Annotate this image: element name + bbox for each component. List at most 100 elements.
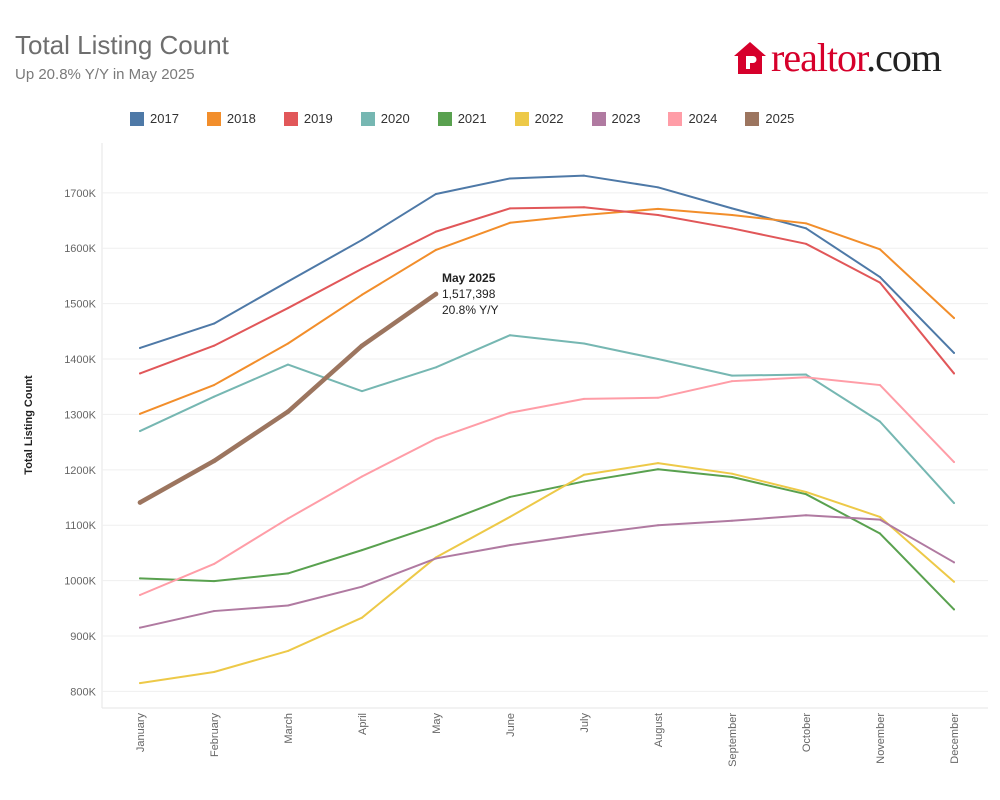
y-axis-title: Total Listing Count <box>23 375 35 475</box>
data-point-2024-april <box>361 475 363 478</box>
data-point-2023-august <box>657 524 659 527</box>
series-line-2024 <box>139 376 955 596</box>
legend-item-2020[interactable]: 2020 <box>360 111 410 126</box>
data-point-2021-november <box>879 532 881 535</box>
legend-swatch <box>514 111 529 126</box>
y-tick-label: 800K <box>70 686 96 698</box>
data-point-2021-march <box>287 572 289 575</box>
data-point-2023-july <box>583 533 585 536</box>
data-point-2021-august <box>657 468 659 471</box>
y-tick-label: 1600K <box>64 243 96 255</box>
legend-item-2025[interactable]: 2025 <box>745 111 794 126</box>
data-point-2019-march <box>287 307 289 310</box>
data-point-2022-february <box>213 670 215 673</box>
chart-legend: 2017 2018 2019 2020 2021 2022 2023 2024 2025 <box>130 111 822 126</box>
data-point-2024-february <box>213 562 215 565</box>
y-tick-label: 1500K <box>64 299 96 311</box>
data-point-2024-january <box>139 594 141 596</box>
data-point-2020-june <box>509 334 511 337</box>
data-point-2021-june <box>509 495 511 498</box>
series-line-2018 <box>139 207 955 415</box>
legend-item-2024[interactable]: 2024 <box>668 111 717 126</box>
data-point-2024-august <box>657 396 659 399</box>
legend-swatch <box>668 111 683 126</box>
data-point-2023-may <box>435 557 437 560</box>
legend-swatch <box>437 111 452 126</box>
legend-label: 2025 <box>765 111 795 126</box>
data-point-2017-may <box>435 192 437 195</box>
legend-label: 2017 <box>150 111 179 126</box>
data-point-2022-july <box>583 473 585 476</box>
data-point-2020-october <box>805 373 807 376</box>
data-point-2017-july <box>583 174 585 177</box>
data-point-2022-september <box>731 472 733 475</box>
y-tick-label: 900K <box>70 631 96 643</box>
data-point-2018-september <box>731 214 733 217</box>
data-point-2020-february <box>213 395 215 398</box>
legend-item-2022[interactable]: 2022 <box>514 111 564 126</box>
data-point-2017-january <box>139 346 141 349</box>
data-point-2019-november <box>879 281 881 284</box>
realtor-logo[interactable]: realtor.com <box>733 38 942 78</box>
legend-label: 2021 <box>457 111 487 126</box>
legend-item-2023[interactable]: 2023 <box>591 111 640 126</box>
series-line-2025 <box>137 291 439 505</box>
data-point-2020-july <box>583 342 585 345</box>
series-line-2019 <box>139 206 955 375</box>
data-point-2025-may <box>433 291 439 297</box>
x-tick-label: May <box>431 713 443 734</box>
y-tick-label: 1100K <box>65 520 97 532</box>
data-point-2023-march <box>287 604 289 607</box>
data-point-2018-august <box>657 207 659 210</box>
data-point-2021-july <box>583 480 585 483</box>
data-point-2022-march <box>287 649 289 652</box>
legend-item-2018[interactable]: 2018 <box>206 111 256 126</box>
annotation-value: 1,517,398 <box>442 287 496 301</box>
data-point-2021-january <box>139 577 141 580</box>
legend-swatch <box>360 111 375 126</box>
x-tick-label: November <box>875 713 887 764</box>
data-point-2020-january <box>139 430 141 433</box>
legend-swatch <box>591 111 606 126</box>
data-point-2020-april <box>361 390 363 393</box>
data-point-2017-september <box>731 207 733 210</box>
data-point-2023-october <box>805 514 807 517</box>
data-point-2019-june <box>509 207 511 210</box>
data-point-2022-january <box>139 682 141 685</box>
legend-label: 2020 <box>380 111 410 126</box>
legend-swatch <box>130 111 144 126</box>
x-tick-label: April <box>357 713 369 735</box>
data-point-2023-june <box>509 544 511 547</box>
data-point-2025-april <box>359 343 365 348</box>
series-line-2023 <box>139 514 955 629</box>
data-point-2018-april <box>361 293 363 296</box>
data-point-2019-may <box>435 230 437 233</box>
x-tick-label: July <box>579 713 591 733</box>
data-point-2021-december <box>953 608 955 611</box>
data-point-2020-august <box>657 358 659 361</box>
legend-swatch <box>283 111 298 126</box>
data-point-2024-may <box>435 437 437 440</box>
data-point-2025-february <box>211 458 217 464</box>
legend-swatch <box>745 111 760 126</box>
data-point-2020-march <box>287 363 289 366</box>
data-point-2022-october <box>805 490 807 493</box>
data-point-2018-march <box>287 342 289 345</box>
data-point-2023-january <box>139 626 141 629</box>
legend-swatch <box>206 111 221 126</box>
x-tick-label: February <box>209 713 221 758</box>
chart-subtitle: Up 20.8% Y/Y in May 2025 <box>15 66 195 83</box>
legend-item-2019[interactable]: 2019 <box>283 111 333 126</box>
legend-label: 2018 <box>226 111 256 126</box>
legend-item-2021[interactable]: 2021 <box>437 111 487 126</box>
data-point-2023-april <box>361 585 363 588</box>
data-point-2017-december <box>953 351 955 354</box>
x-tick-label: June <box>505 713 517 737</box>
data-point-2018-july <box>583 214 585 217</box>
data-point-2024-october <box>805 376 807 379</box>
data-point-2022-december <box>953 580 955 583</box>
legend-item-2017[interactable]: 2017 <box>130 111 179 126</box>
data-point-2017-august <box>657 186 659 189</box>
data-point-2018-february <box>213 384 215 387</box>
house-icon <box>734 42 766 74</box>
